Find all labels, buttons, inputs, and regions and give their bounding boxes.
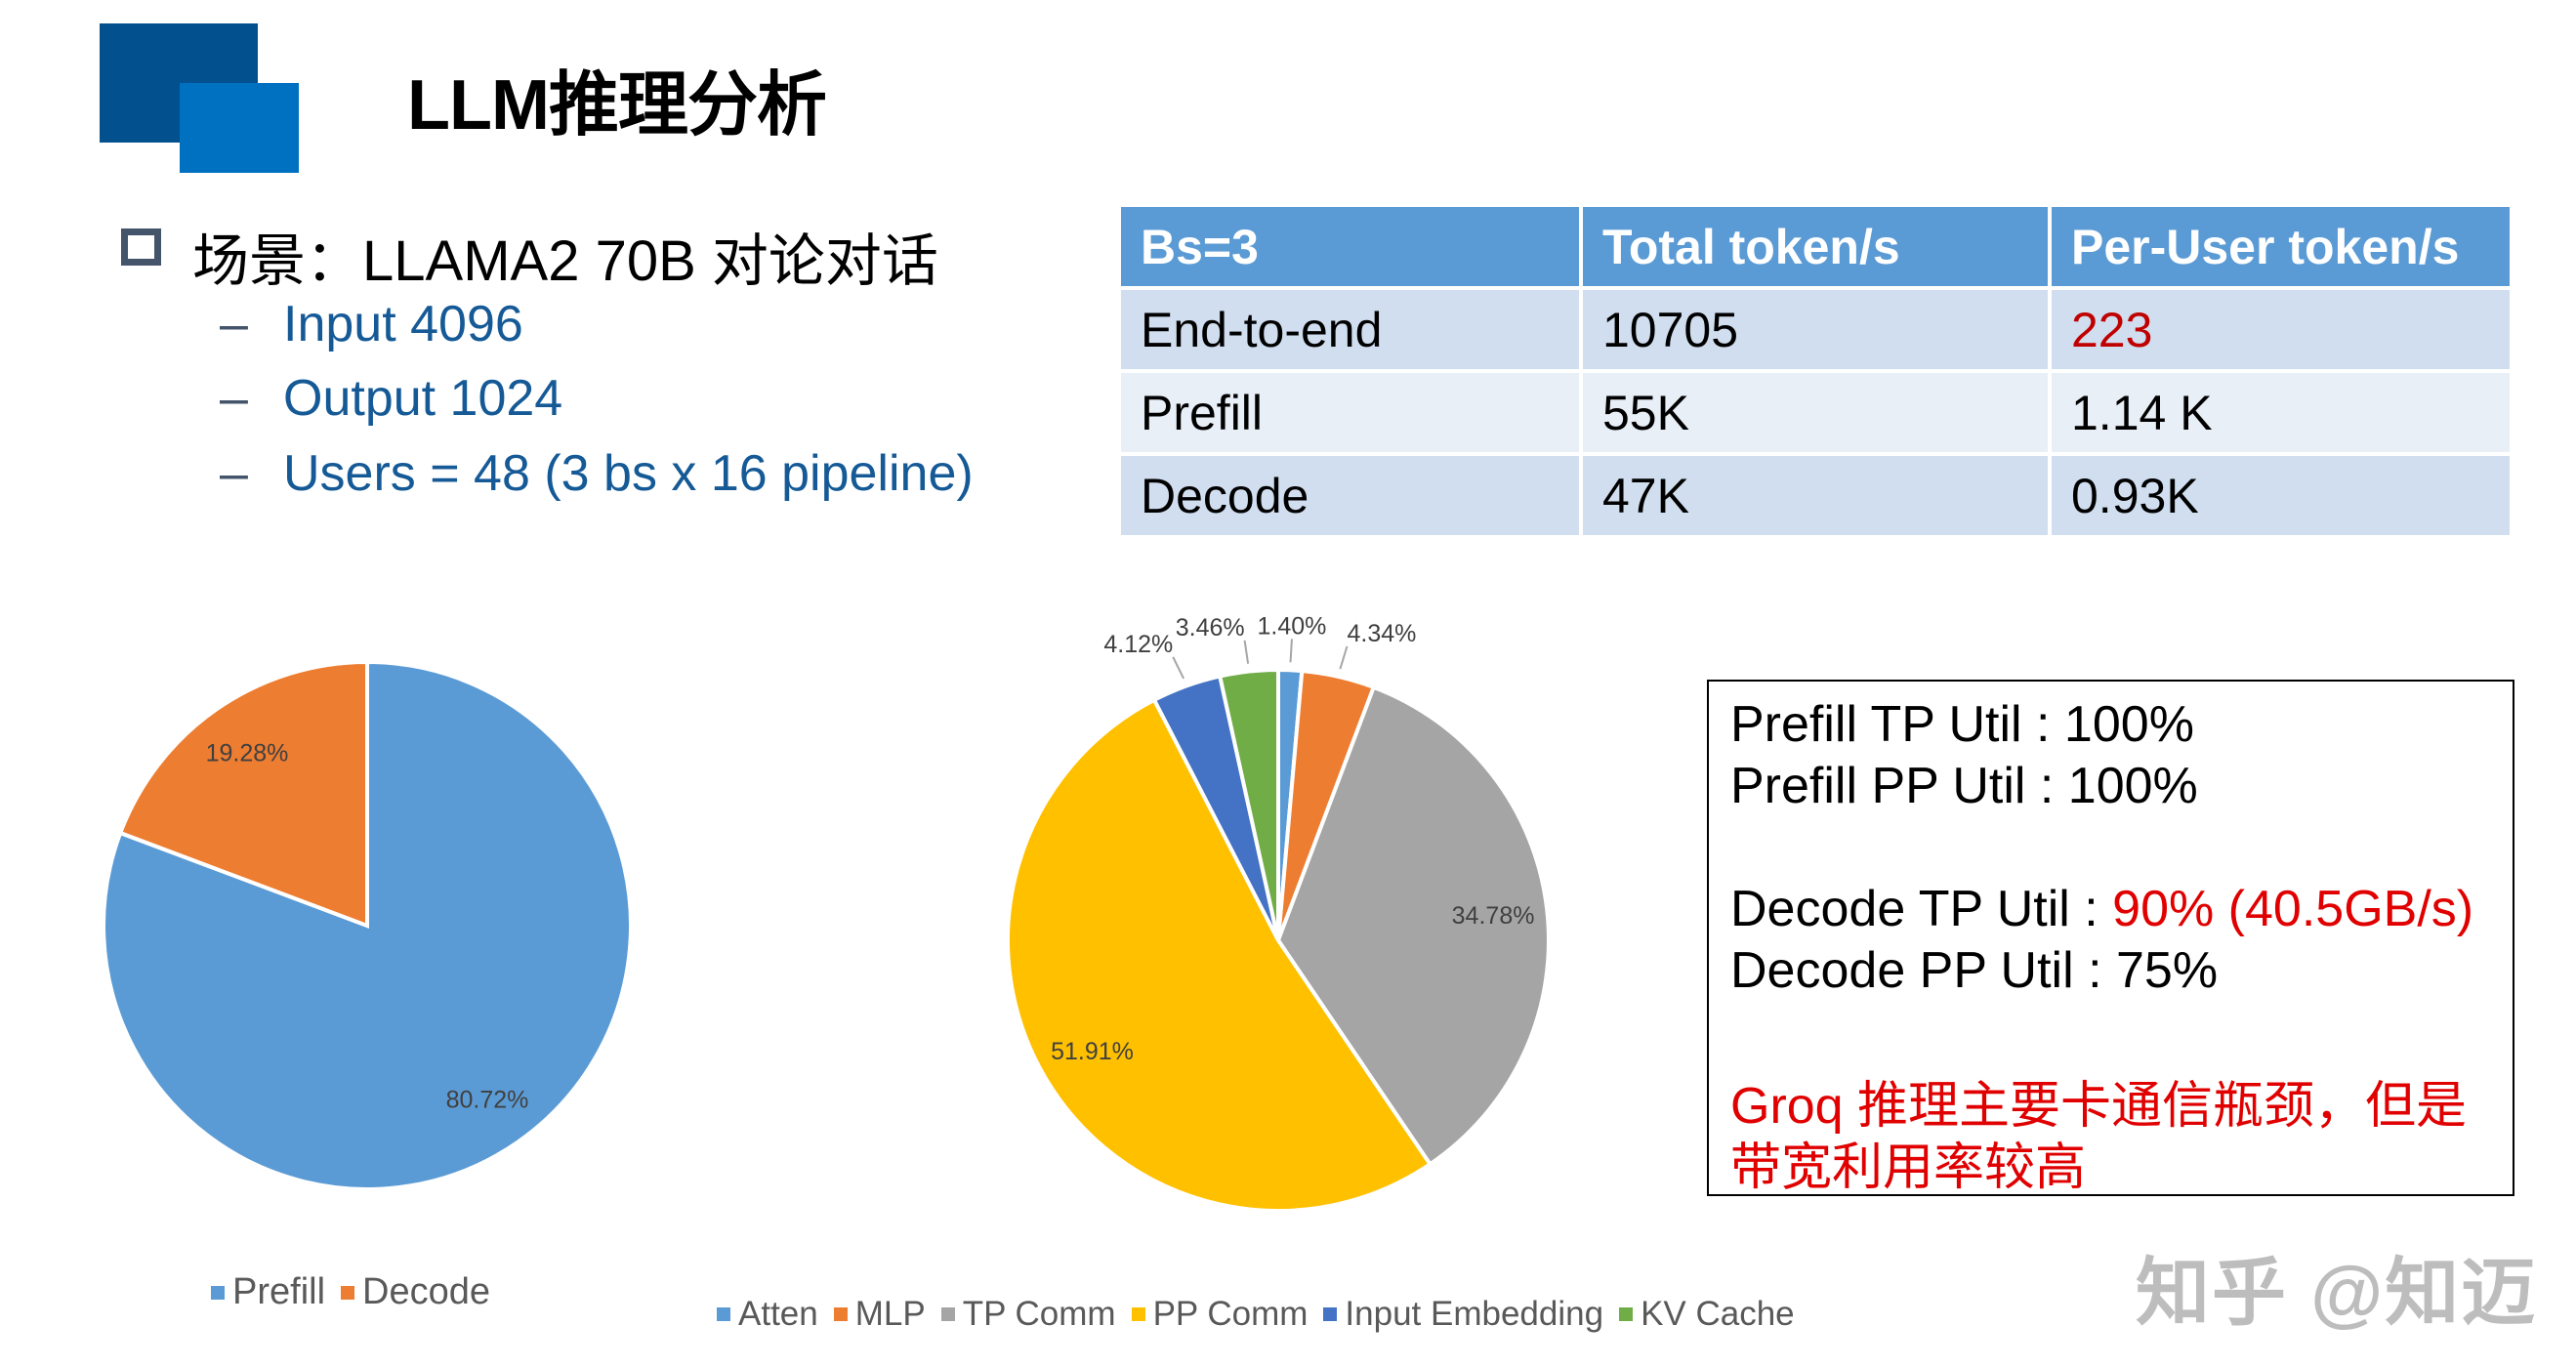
- decode-tp-value: 90% (40.5GB/s): [2112, 881, 2474, 937]
- table-cell: 55K: [1579, 369, 2052, 456]
- legend-swatch: [940, 1307, 955, 1321]
- legend-label: Atten: [738, 1295, 818, 1333]
- table-row: Decode 47K 0.93K: [1117, 452, 2514, 539]
- table-cell: End-to-end: [1117, 286, 1583, 373]
- table-cell: 0.93K: [2048, 452, 2514, 539]
- conclusion-line-2: 带宽利用率较高: [1730, 1139, 2087, 1196]
- pie-slice-prefill: [102, 659, 633, 1191]
- square-bullet-icon: [121, 228, 161, 266]
- legend-label: MLP: [854, 1295, 926, 1333]
- table-cell: 47K: [1579, 452, 2052, 539]
- phase-pie-legend: Prefill Decode: [195, 1271, 490, 1313]
- legend-label: Input Embedding: [1345, 1295, 1604, 1333]
- data-label: 4.12%: [1103, 631, 1173, 658]
- logo-square-light: [180, 83, 299, 173]
- pie-slice-kv-cache: [1217, 667, 1280, 941]
- data-label: 34.78%: [1452, 902, 1535, 930]
- legend-swatch: [1131, 1307, 1145, 1321]
- legend-swatch: [1323, 1307, 1338, 1321]
- legend-swatch: [717, 1307, 730, 1321]
- data-label: 51.91%: [1051, 1038, 1134, 1065]
- table-header-row: Bs=3 Total token/s Per-User token/s: [1117, 203, 2514, 290]
- pie-slice-decode: [117, 659, 369, 929]
- dash-icon: –: [220, 370, 248, 427]
- table-cell: Prefill: [1117, 369, 1583, 456]
- table-header: Total token/s: [1579, 203, 2052, 290]
- legend-swatch: [833, 1307, 848, 1321]
- phase-pie-chart: 80.72% 19.28%: [102, 659, 633, 1191]
- leader-line: [1289, 639, 1293, 663]
- pie-slice-tp-comm: [1275, 684, 1551, 1168]
- legend-label: Prefill: [232, 1271, 326, 1312]
- dash-icon: –: [220, 296, 248, 352]
- dash-icon: –: [220, 445, 248, 502]
- leader-line: [1172, 656, 1185, 680]
- legend-swatch: [211, 1285, 225, 1300]
- leader-line: [1339, 645, 1349, 670]
- data-label: 80.72%: [446, 1087, 529, 1114]
- scenario-item-users: – Users = 48 (3 bs x 16 pipeline): [220, 445, 974, 502]
- leader-line: [1243, 640, 1250, 664]
- legend-swatch: [341, 1285, 355, 1300]
- decode-tp-util: Decode TP Util : 90% (40.5GB/s): [1730, 881, 2474, 937]
- table-cell: Decode: [1117, 452, 1583, 539]
- breakdown-pie-chart: 1.40% 4.34% 34.78% 51.91% 4.12%3.46%: [1006, 612, 1551, 1213]
- table-cell: 1.14 K: [2048, 369, 2514, 456]
- legend-label: KV Cache: [1641, 1295, 1795, 1333]
- data-label: 3.46%: [1176, 614, 1245, 642]
- legend-label: TP Comm: [962, 1295, 1116, 1333]
- pie-slice-pp-comm: [1006, 697, 1433, 1213]
- breakdown-pie-legend: Atten MLP TP Comm PP Comm Input Embedding KV …: [701, 1295, 1795, 1334]
- data-label: 19.28%: [206, 739, 289, 766]
- legend-swatch: [1619, 1307, 1634, 1321]
- scenario-item-output: – Output 1024: [220, 370, 563, 427]
- table-header: Bs=3: [1117, 203, 1583, 290]
- scenario-item-input: – Input 4096: [220, 296, 523, 352]
- decode-pp-util: Decode PP Util : 75%: [1730, 942, 2219, 999]
- table-cell-highlight: 223: [2048, 286, 2514, 373]
- table-row: End-to-end 10705 223: [1117, 286, 2514, 373]
- table-row: Prefill 55K 1.14 K: [1117, 369, 2514, 456]
- data-label: 4.34%: [1348, 620, 1417, 647]
- prefill-pp-util: Prefill PP Util : 100%: [1730, 758, 2198, 814]
- legend-label: Decode: [362, 1271, 491, 1312]
- table-header: Per-User token/s: [2048, 203, 2514, 290]
- watermark: 知乎 @知迈: [2136, 1252, 2538, 1335]
- legend-label: PP Comm: [1152, 1295, 1309, 1333]
- data-label: 1.40%: [1257, 612, 1326, 640]
- conclusion-line-1: Groq 推理主要卡通信瓶颈，但是: [1730, 1078, 2468, 1135]
- throughput-table: Bs=3 Total token/s Per-User token/s End-…: [1117, 203, 2514, 539]
- table-cell: 10705: [1579, 286, 2052, 373]
- prefill-tp-util: Prefill TP Util : 100%: [1730, 696, 2194, 753]
- utilization-box: Prefill TP Util : 100% Prefill PP Util :…: [1707, 680, 2514, 1196]
- scenario-label: 场景：LLAMA2 70B 对论对话: [192, 229, 938, 293]
- page-title: LLM推理分析: [407, 66, 827, 145]
